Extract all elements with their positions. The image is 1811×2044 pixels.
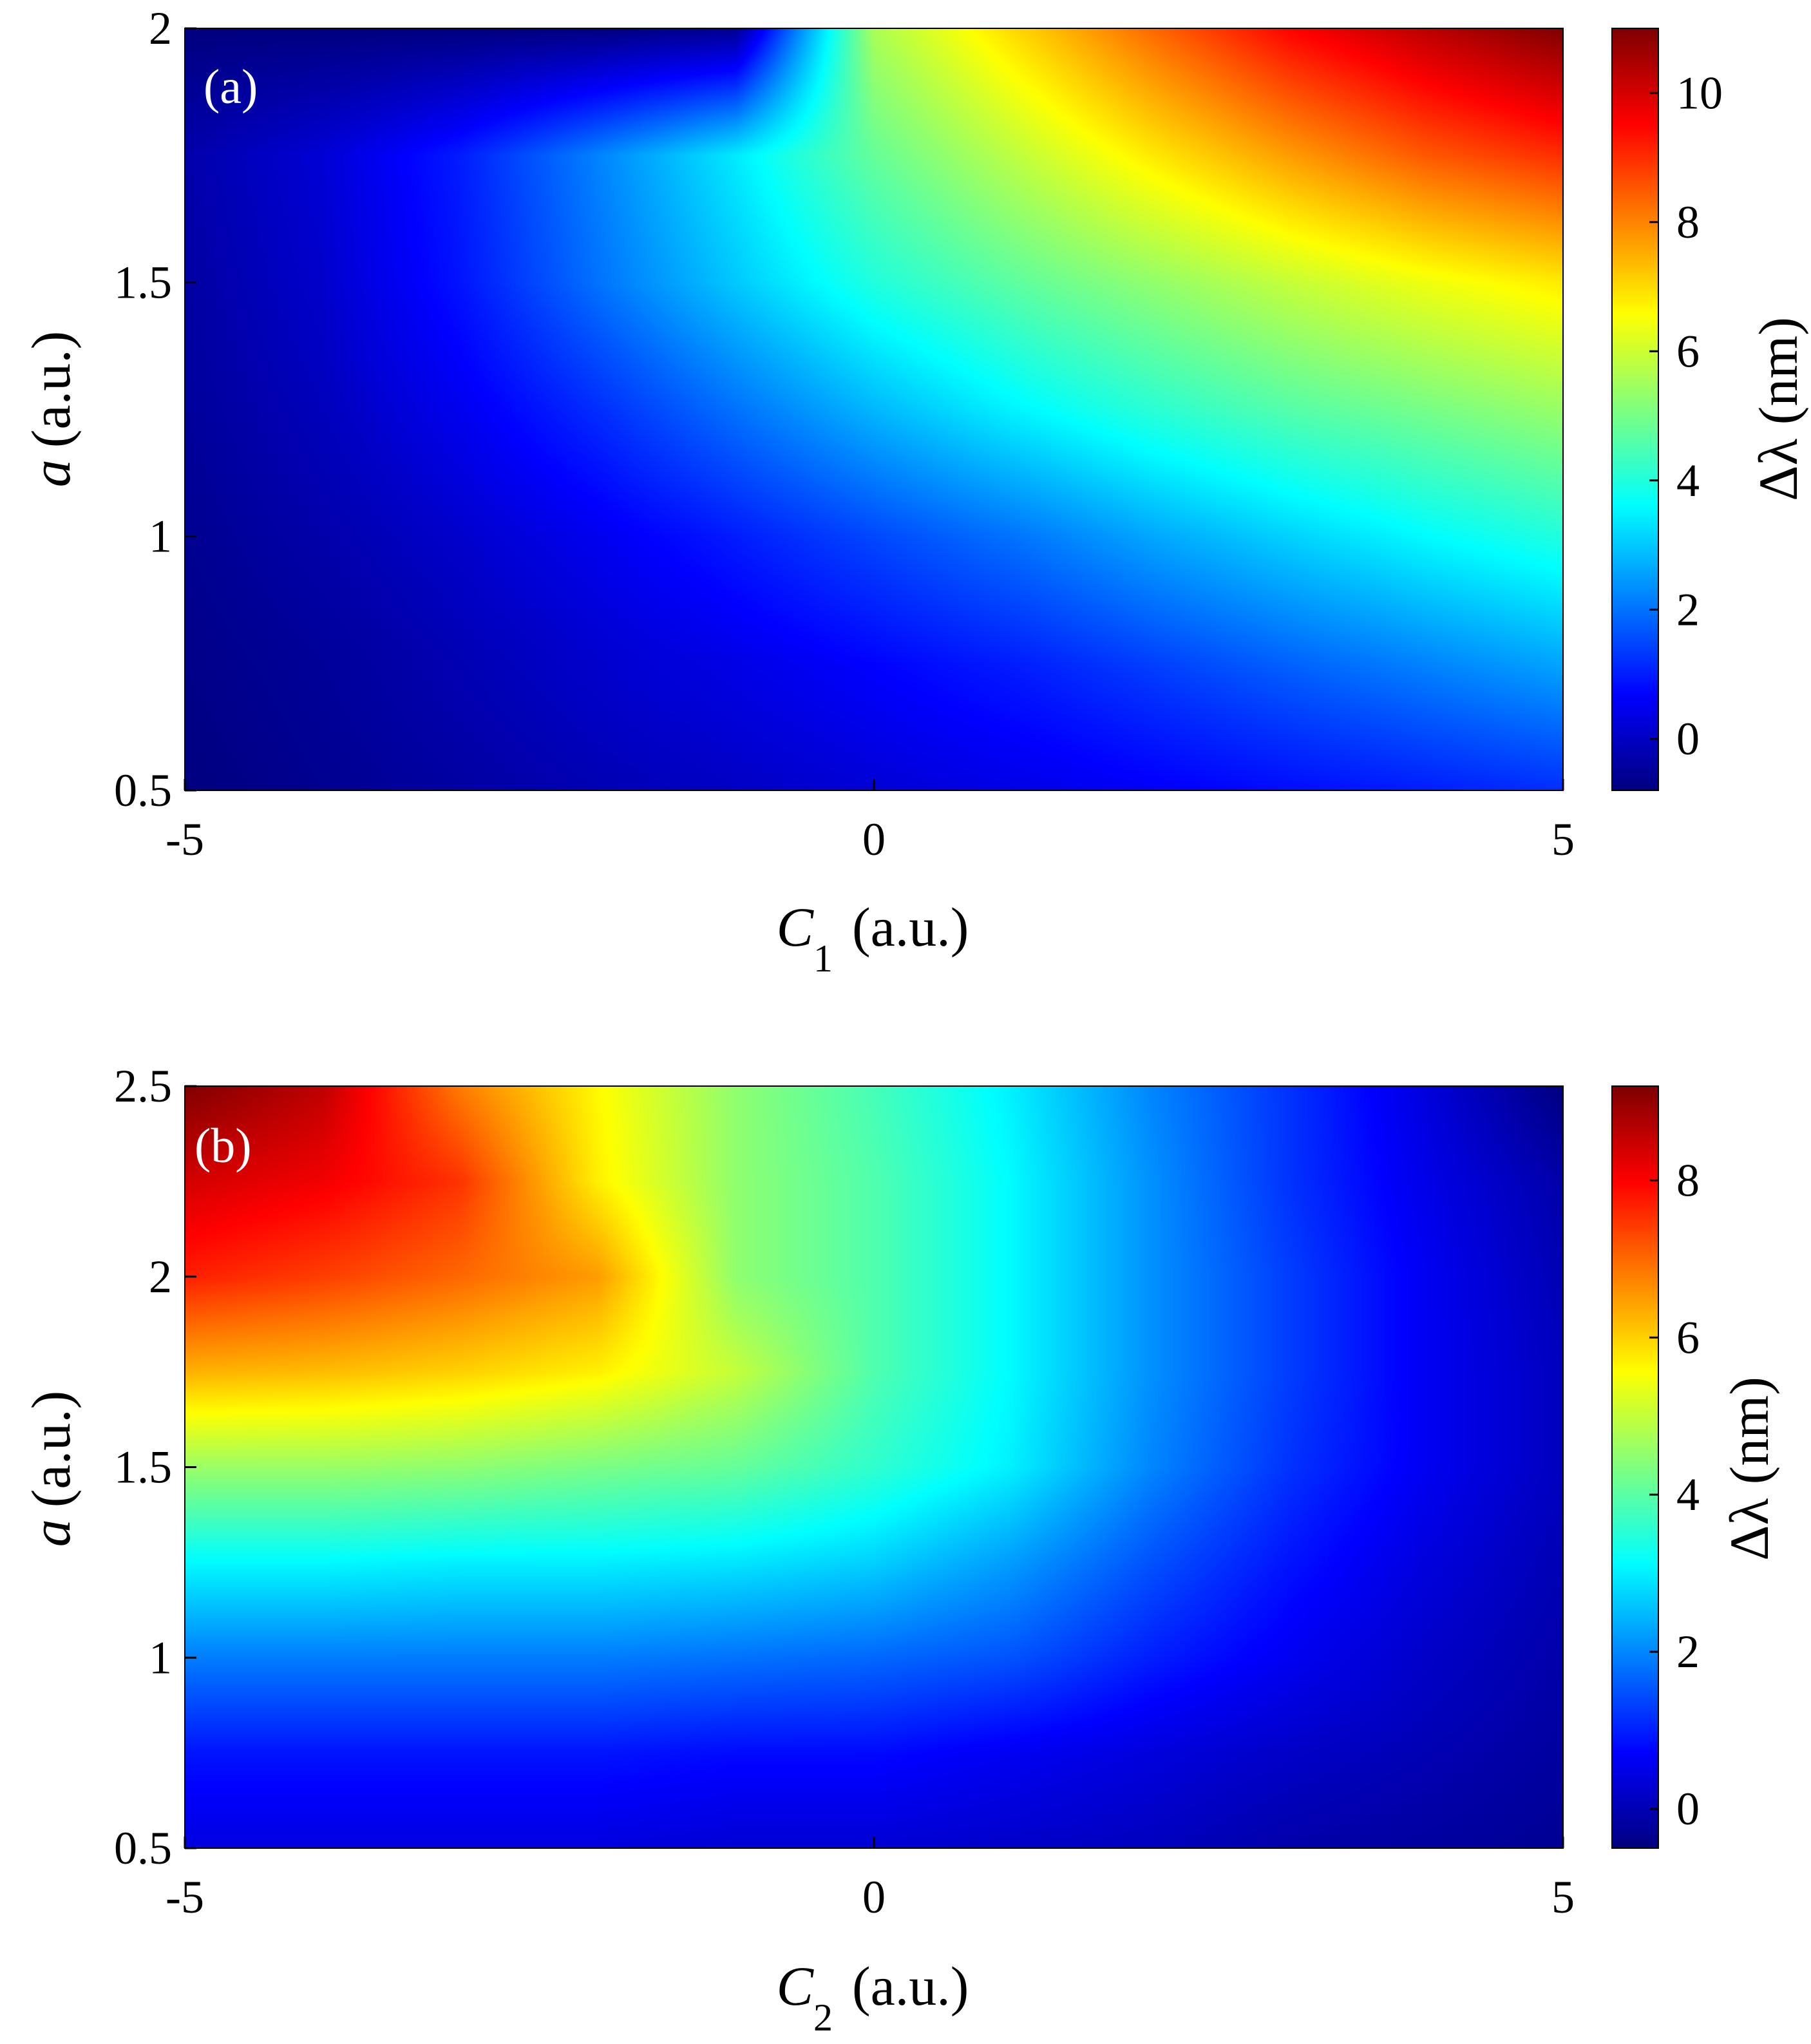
y-tick-label-b: 0.5 [114, 1822, 172, 1874]
x-axis-label-a: C1 (a.u.) [777, 896, 969, 980]
x-axis-units-a: (a.u.) [852, 896, 969, 958]
x-tick-label-b: -5 [166, 1871, 204, 1923]
colorbar-tick-label-b: 8 [1676, 1154, 1700, 1206]
x-axis-subscript-a: 1 [813, 937, 833, 980]
panel-label-b: (b) [194, 1119, 252, 1173]
x-axis-units-b: (a.u.) [852, 1955, 969, 2017]
colorbar-tick-label-a: 8 [1676, 196, 1700, 248]
colorbar-tick-label-a: 10 [1676, 67, 1723, 119]
y-tick-label-a: 1.5 [114, 256, 172, 308]
x-tick-label-a: 5 [1551, 814, 1575, 865]
colorbar-label-b: Δλ (nm) [1718, 1377, 1780, 1561]
colorbar-tick-label-a: 0 [1676, 713, 1700, 765]
x-axis-label-b: C2 (a.u.) [777, 1955, 969, 2039]
colorbar-ticks-b: 0 2 4 6 8 [1649, 1154, 1700, 1835]
heatmap-a [185, 28, 1563, 790]
colorbar-tick-label-b: 0 [1676, 1783, 1700, 1835]
panel-b: (b) 0.511.522.5 -5 0 5 a(a.u.) C2(a.u.) 02… [20, 1060, 1780, 2039]
y-axis-label-b: a (a.u.) [20, 1391, 82, 1547]
colorbar-frame-a [1611, 28, 1659, 791]
colorbar-tick-label-b: 4 [1676, 1469, 1700, 1520]
panel-a: (a) 0.511.52 -5 0 5 a(a.u.) C1(a.u.) 02468… [20, 3, 1809, 980]
x-axis-symbol-b: C [777, 1955, 815, 2017]
heatmap-b [185, 1086, 1563, 1848]
y-tick-label-b: 2.5 [114, 1060, 172, 1112]
y-tick-label-b: 1 [149, 1632, 172, 1683]
colorbar-b [1612, 1086, 1658, 1848]
y-tick-label-b: 1.5 [114, 1442, 172, 1493]
colorbar-ticks-a: 0 2 4 6 8 10 [1649, 67, 1723, 765]
x-tick-label-b: 0 [862, 1871, 886, 1923]
y-tick-label-a: 0.5 [114, 765, 172, 816]
y-ticks-b: 0.5 1 1.5 2 2.5 [114, 1060, 196, 1874]
y-axis-symbol-b: a [20, 1519, 82, 1547]
colorbar-frame-b [1611, 1085, 1659, 1849]
colorbar-label-a: Δλ (nm) [1747, 317, 1809, 501]
y-ticks-a: 0.5 1 1.5 2 [114, 3, 196, 816]
x-tick-label-a: -5 [166, 814, 204, 865]
colorbar-tick-label-b: 2 [1676, 1626, 1700, 1677]
y-tick-label-b: 2 [149, 1251, 172, 1303]
y-axis-units-b: (a.u.) [20, 1391, 82, 1507]
colorbar-tick-label-a: 4 [1676, 455, 1700, 506]
x-axis-subscript-b: 2 [813, 1996, 833, 2039]
y-axis-label-a: a (a.u.) [20, 331, 82, 487]
colorbar-tick-label-a: 6 [1676, 325, 1700, 377]
colorbar-tick-label-b: 6 [1676, 1312, 1700, 1363]
y-tick-label-a: 2 [149, 3, 172, 54]
x-tick-label-b: 5 [1551, 1871, 1575, 1923]
y-tick-label-a: 1 [149, 511, 172, 562]
x-axis-symbol-a: C [777, 896, 815, 958]
x-ticks-b: -5 0 5 [166, 1837, 1575, 1923]
colorbar-a [1612, 28, 1658, 790]
colorbar-tick-label-a: 2 [1676, 584, 1700, 635]
y-axis-units-a: (a.u.) [20, 331, 82, 448]
panel-label-a: (a) [204, 60, 258, 114]
x-ticks-a: -5 0 5 [166, 779, 1575, 865]
x-tick-label-a: 0 [862, 814, 886, 865]
y-axis-symbol-a: a [20, 459, 82, 487]
